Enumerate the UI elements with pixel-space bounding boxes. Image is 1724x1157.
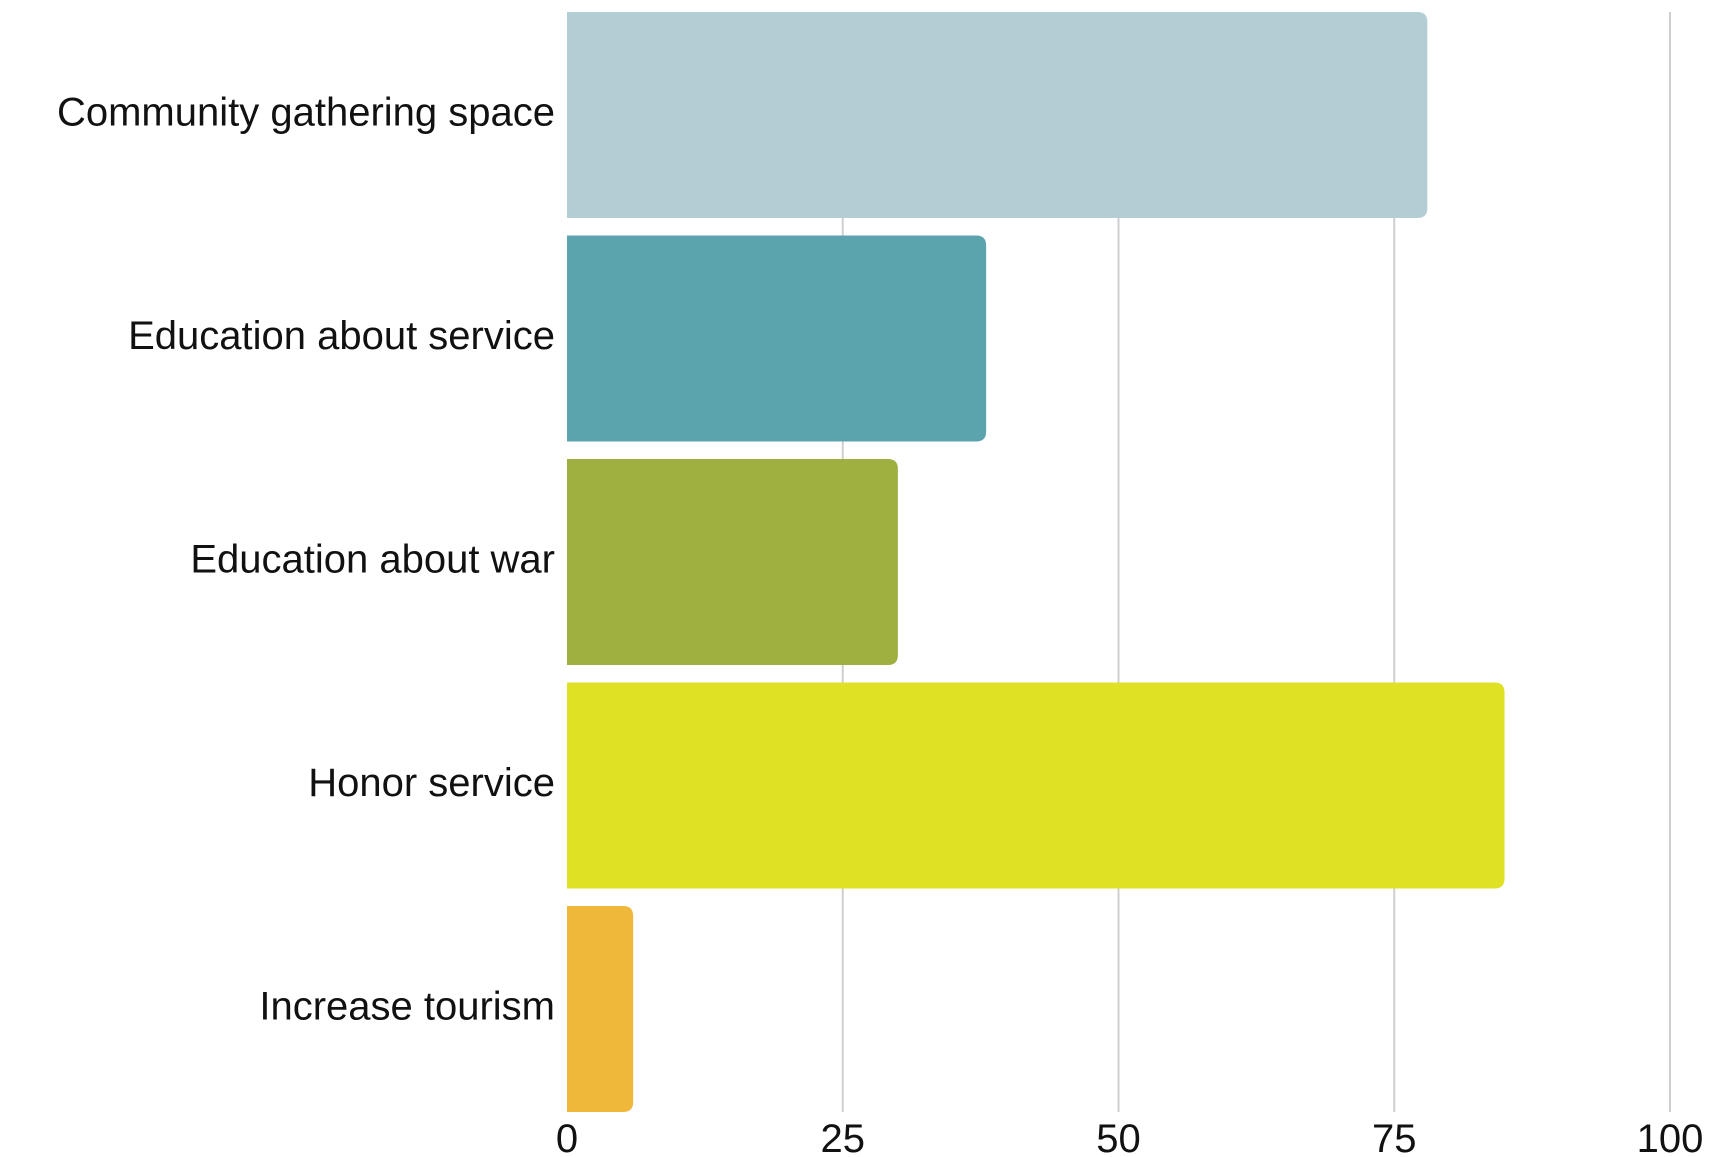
category-label-education-about-war: Education about war	[190, 538, 555, 582]
x-tick-label-100: 100	[1637, 1117, 1704, 1157]
bar-education-about-war	[567, 459, 898, 665]
bar-honor-service	[567, 682, 1505, 889]
x-tick-label-75: 75	[1372, 1117, 1417, 1157]
bar-community-gathering-space	[567, 12, 1428, 218]
category-label-community-gathering-space: Community gathering space	[57, 91, 555, 135]
category-labels: Community gathering space Education about…	[57, 91, 555, 1029]
bar-increase-tourism	[567, 906, 634, 1112]
x-tick-label-0: 0	[556, 1117, 578, 1157]
bar-education-about-service	[567, 235, 987, 442]
x-axis-tick-labels: 0 25 50 75 100	[556, 1117, 1704, 1157]
category-label-honor-service: Honor service	[308, 761, 555, 805]
x-tick-label-25: 25	[821, 1117, 866, 1157]
bar-layer	[567, 12, 1505, 1112]
x-tick-label-50: 50	[1096, 1117, 1141, 1157]
category-label-increase-tourism: Increase tourism	[259, 985, 555, 1029]
category-label-education-about-service: Education about service	[128, 314, 555, 358]
